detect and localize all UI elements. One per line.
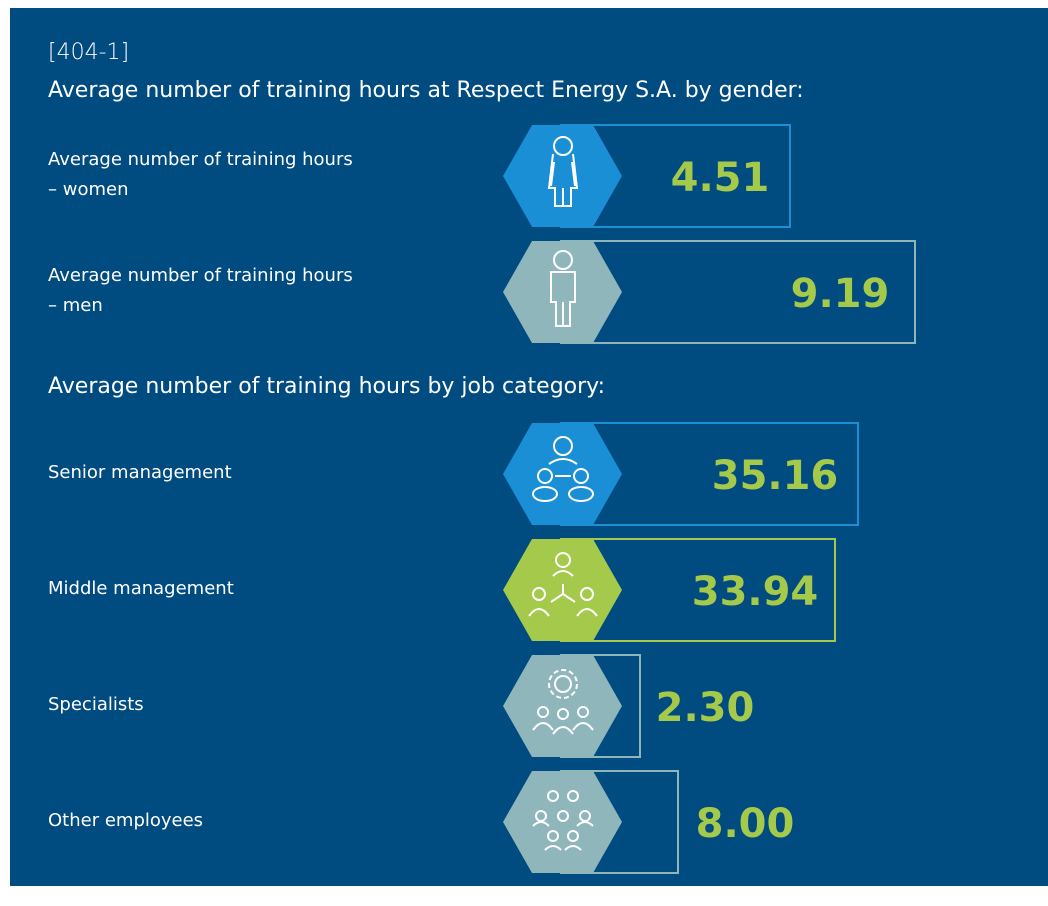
row-value: 4.51 [670,155,770,201]
row-graphic [503,770,679,874]
row-label: Other employees [48,810,204,831]
icon [532,436,594,502]
hexagon [503,655,622,757]
row-label: Specialists [48,694,144,715]
row-graphic [503,240,916,344]
panel: [404-1] Average number of training hours… [10,8,1048,886]
row-label: Middle management [48,578,234,599]
hexagon [503,771,622,873]
icon [547,136,579,207]
icon [532,790,594,851]
heading: Average number of training hours at Resp… [48,78,804,103]
row-value: 35.16 [711,453,839,499]
row-value: 9.19 [790,271,890,317]
icon [550,250,576,327]
heading: Average number of training hours by job … [48,374,606,399]
row-graphic [503,538,836,642]
row-value: 2.30 [655,685,755,731]
row-value: 33.94 [691,569,819,615]
row-label: Average number of training hours – women [48,149,353,200]
code: [404-1] [48,40,130,65]
row-label: Senior management [48,462,232,483]
hexagon [503,423,622,525]
row-graphic [503,124,791,228]
row-graphic [503,654,641,758]
hexagon [503,125,622,227]
hexagon [503,241,622,343]
icon [532,669,594,735]
icon [528,552,598,617]
row-value: 8.00 [695,801,795,847]
row-label: Average number of training hours – men [48,265,353,316]
row-graphic [503,422,859,526]
